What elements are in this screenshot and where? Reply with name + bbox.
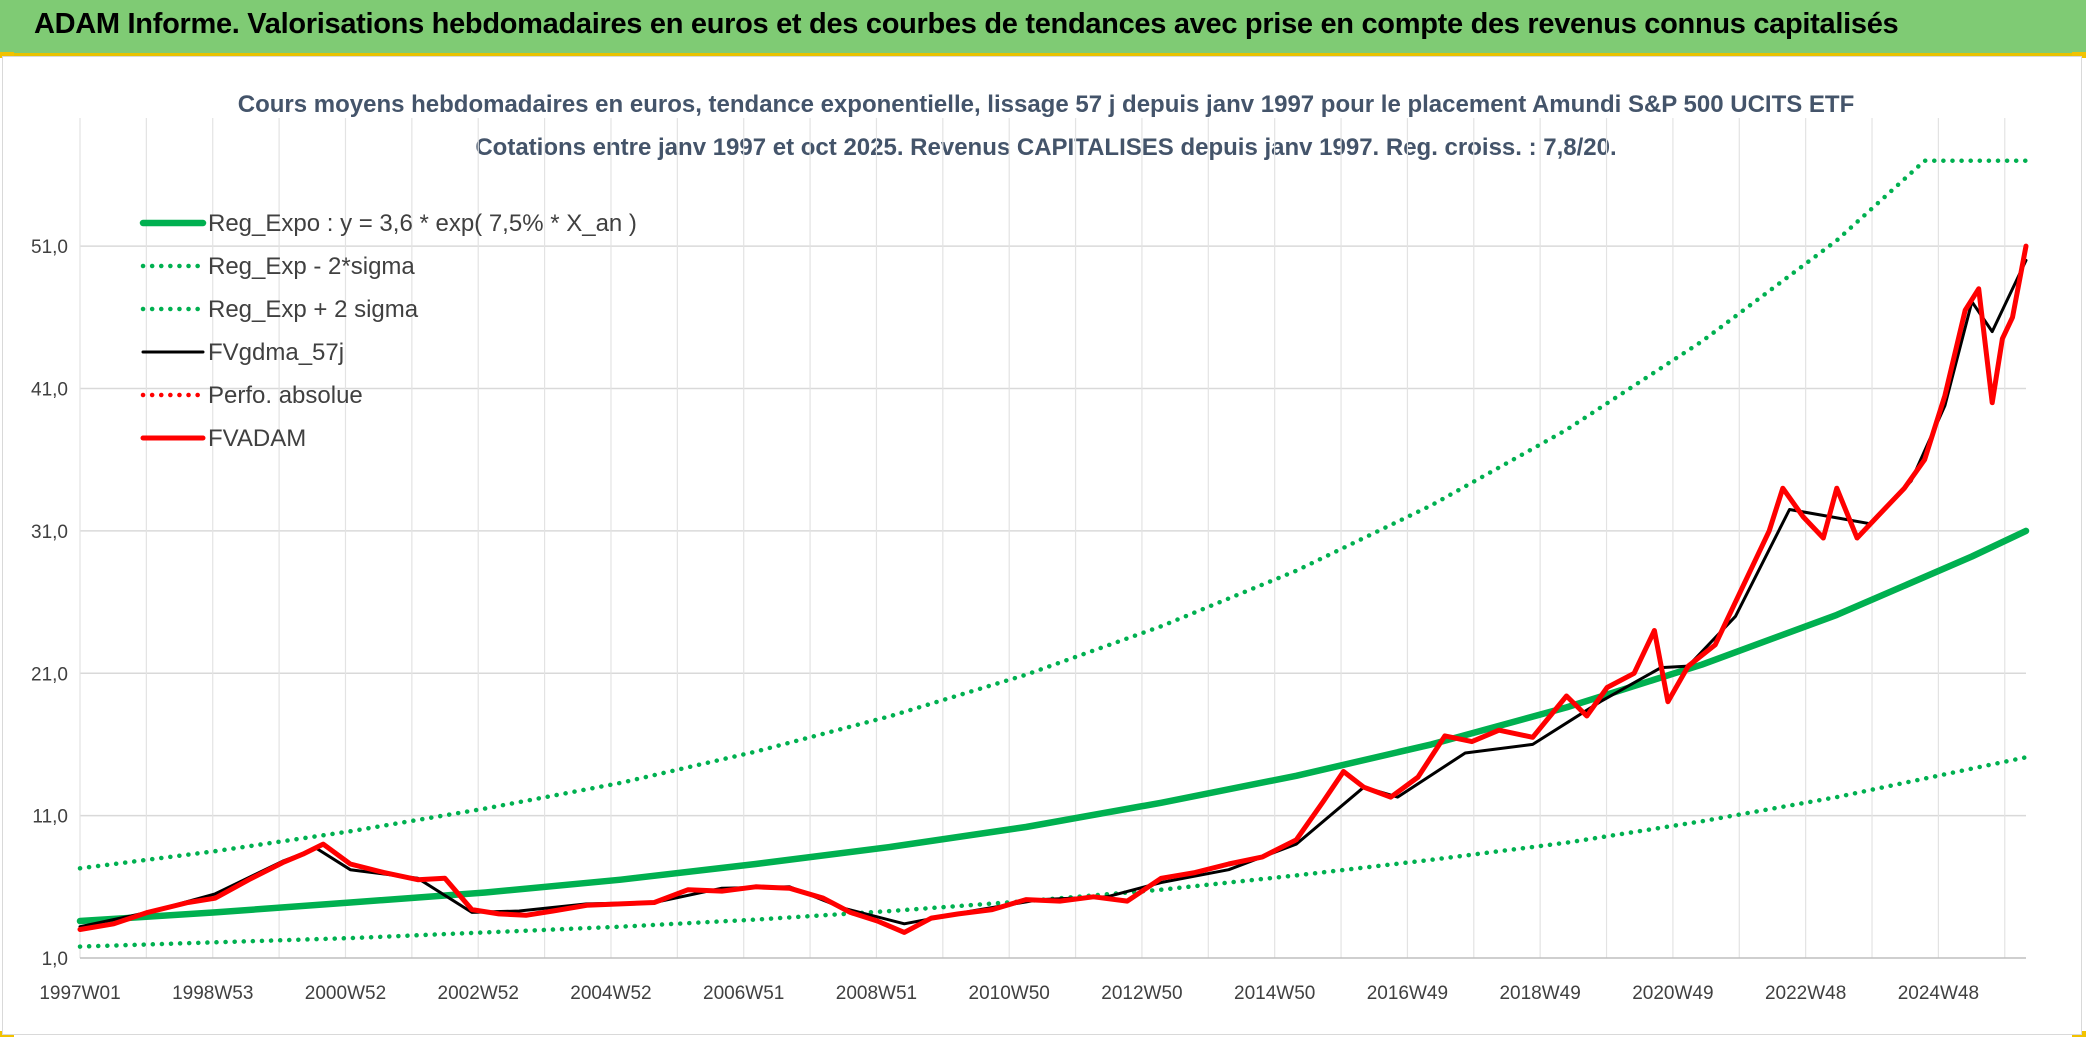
legend-label: Reg_Exp + 2 sigma bbox=[208, 296, 419, 323]
y-tick-label: 51,0 bbox=[31, 237, 68, 258]
x-tick-label: 2004W52 bbox=[570, 983, 651, 1004]
legend: Reg_Expo : y = 3,6 * exp( 7,5% * X_an ) R… bbox=[139, 210, 637, 452]
axes: 1,0 11,0 21,0 31,0 41,0 51,0 1997W01 1998W53 200… bbox=[31, 237, 2026, 1004]
x-tick-label: 2002W52 bbox=[438, 983, 519, 1004]
series bbox=[76, 158, 2030, 949]
corner-accent-left bbox=[0, 52, 14, 58]
series-line bbox=[76, 527, 2030, 925]
legend-label: FVgdma_57j bbox=[208, 339, 344, 366]
series-line bbox=[78, 258, 2028, 929]
x-tick-label: 2006W51 bbox=[703, 983, 784, 1004]
legend-label: Reg_Expo : y = 3,6 * exp( 7,5% * X_an ) bbox=[208, 210, 637, 237]
y-tick-label: 11,0 bbox=[32, 807, 68, 828]
x-tick-label: 2014W50 bbox=[1234, 983, 1315, 1004]
series-line bbox=[77, 158, 2029, 871]
x-tick-label: 2024W48 bbox=[1898, 983, 1979, 1004]
chart-area bbox=[2, 56, 2082, 1035]
y-tick-label: 31,0 bbox=[31, 522, 68, 543]
title-banner: ADAM Informe. Valorisations hebdomadaire… bbox=[0, 0, 2086, 56]
chart-title: Cours moyens hebdomadaires en euros, ten… bbox=[238, 91, 1855, 118]
x-tick-label: 2008W51 bbox=[836, 983, 917, 1004]
x-tick-label: 2020W49 bbox=[1632, 983, 1713, 1004]
x-tick-label: 2010W50 bbox=[969, 983, 1050, 1004]
series-line bbox=[77, 243, 2029, 935]
y-tick-label: 1,0 bbox=[42, 949, 68, 970]
chart-subtitle: Cotations entre janv 1997 et oct 2025. R… bbox=[475, 134, 1616, 161]
y-tick-label: 41,0 bbox=[31, 380, 68, 401]
x-tick-label: 2022W48 bbox=[1765, 983, 1846, 1004]
legend-label: FVADAM bbox=[208, 425, 306, 452]
x-tick-label: 1998W53 bbox=[172, 983, 253, 1004]
x-tick-label: 1997W01 bbox=[39, 983, 120, 1004]
x-tick-label: 2018W49 bbox=[1499, 983, 1580, 1004]
x-tick-label: 2016W49 bbox=[1367, 983, 1448, 1004]
grid bbox=[79, 118, 2026, 958]
legend-label: Perfo. absolue bbox=[208, 382, 363, 409]
x-tick-label: 2000W52 bbox=[305, 983, 386, 1004]
y-tick-label: 21,0 bbox=[31, 664, 68, 685]
banner-title: ADAM Informe. Valorisations hebdomadaire… bbox=[34, 8, 1899, 40]
x-tick-label: 2012W50 bbox=[1101, 983, 1182, 1004]
corner-accent-right bbox=[2072, 52, 2086, 58]
series-line bbox=[77, 755, 2029, 949]
legend-label: Reg_Exp - 2*sigma bbox=[208, 253, 415, 280]
